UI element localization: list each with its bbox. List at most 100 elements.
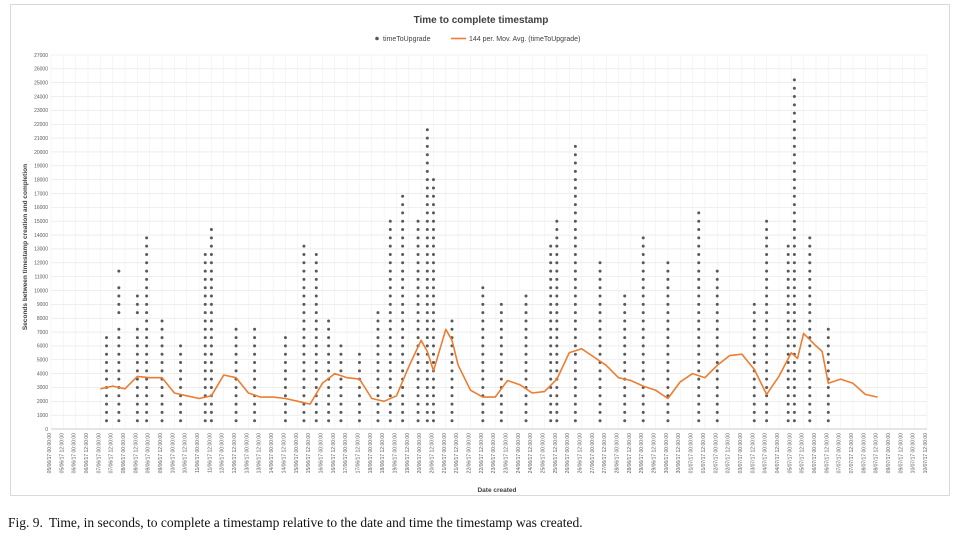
scatter-point — [431, 352, 435, 356]
scatter-point — [555, 286, 559, 290]
scatter-point — [666, 361, 670, 365]
scatter-point — [573, 194, 577, 198]
y-tick-label: 17000 — [34, 191, 48, 197]
scatter-point — [179, 361, 183, 365]
caption-text: Time, in seconds, to complete a timestam… — [48, 515, 583, 530]
scatter-point — [573, 419, 577, 423]
x-tick-label: 09/06/17 00:00:00 — [146, 433, 152, 474]
scatter-point — [549, 352, 553, 356]
scatter-point — [623, 385, 627, 389]
scatter-point — [135, 410, 139, 414]
scatter-point — [401, 327, 405, 331]
scatter-point — [792, 203, 796, 207]
scatter-point — [765, 244, 769, 248]
scatter-point — [401, 219, 405, 223]
scatter-point — [792, 153, 796, 157]
scatter-point — [555, 410, 559, 414]
scatter-point — [425, 244, 429, 248]
scatter-point — [752, 402, 756, 406]
scatter-point — [135, 294, 139, 298]
scatter-point — [598, 377, 602, 381]
scatter-point — [641, 302, 645, 306]
scatter-point — [357, 369, 361, 373]
scatter-point — [327, 327, 331, 331]
scatter-point — [524, 294, 528, 298]
scatter-point — [549, 319, 553, 323]
scatter-point — [697, 394, 701, 398]
scatter-point — [481, 344, 485, 348]
scatter-point — [209, 361, 213, 365]
scatter-point — [808, 269, 812, 273]
scatter-point — [209, 410, 213, 414]
scatter-point — [808, 352, 812, 356]
scatter-point — [524, 419, 528, 423]
scatter-point — [573, 385, 577, 389]
scatter-point — [573, 319, 577, 323]
scatter-point — [499, 352, 503, 356]
scatter-point — [549, 377, 553, 381]
scatter-point — [555, 252, 559, 256]
scatter-point — [431, 319, 435, 323]
scatter-point — [209, 319, 213, 323]
scatter-point — [105, 410, 109, 414]
scatter-point — [431, 178, 435, 182]
scatter-point — [145, 244, 149, 248]
legend-label-line: 144 per. Mov. Avg. (timeToUpgrade) — [469, 36, 580, 43]
scatter-point — [425, 211, 429, 215]
scatter-point — [234, 361, 238, 365]
scatter-point — [752, 336, 756, 340]
scatter-point — [697, 286, 701, 290]
scatter-point — [623, 302, 627, 306]
scatter-point — [145, 319, 149, 323]
scatter-point — [808, 252, 812, 256]
x-tick-label: 06/07/17 12:00:00 — [824, 433, 830, 474]
scatter-point — [283, 352, 287, 356]
scatter-point — [792, 394, 796, 398]
scatter-point — [145, 277, 149, 281]
scatter-point — [135, 377, 139, 381]
scatter-point — [598, 311, 602, 315]
scatter-point — [179, 385, 183, 389]
scatter-point — [808, 302, 812, 306]
scatter-point — [416, 228, 420, 232]
scatter-point — [425, 327, 429, 331]
scatter-point — [302, 286, 306, 290]
scatter-point — [135, 419, 139, 423]
scatter-point — [425, 203, 429, 207]
x-tick-label: 26/06/17 00:00:00 — [565, 433, 571, 474]
scatter-point — [808, 261, 812, 265]
scatter-point — [697, 377, 701, 381]
scatter-point — [666, 261, 670, 265]
scatter-point — [826, 402, 830, 406]
scatter-point — [135, 327, 139, 331]
scatter-point — [431, 252, 435, 256]
scatter-point — [826, 419, 830, 423]
scatter-point — [481, 311, 485, 315]
scatter-point — [234, 344, 238, 348]
scatter-point — [388, 377, 392, 381]
scatter-point — [416, 286, 420, 290]
scatter-point — [431, 294, 435, 298]
scatter-point — [808, 311, 812, 315]
scatter-point — [573, 302, 577, 306]
scatter-point — [499, 327, 503, 331]
scatter-point — [573, 236, 577, 240]
scatter-point — [135, 352, 139, 356]
scatter-point — [105, 419, 109, 423]
scatter-point — [786, 336, 790, 340]
scatter-point — [117, 269, 121, 273]
scatter-point — [555, 419, 559, 423]
scatter-point — [549, 244, 553, 248]
scatter-point — [623, 294, 627, 298]
scatter-point — [425, 311, 429, 315]
scatter-point — [666, 286, 670, 290]
scatter-point — [623, 361, 627, 365]
scatter-point — [499, 302, 503, 306]
scatter-point — [826, 369, 830, 373]
y-axis-title: Seconds between timestamp creation and c… — [22, 164, 29, 330]
scatter-point — [792, 277, 796, 281]
scatter-point — [555, 327, 559, 331]
scatter-point — [598, 419, 602, 423]
scatter-point — [481, 286, 485, 290]
scatter-point — [209, 385, 213, 389]
